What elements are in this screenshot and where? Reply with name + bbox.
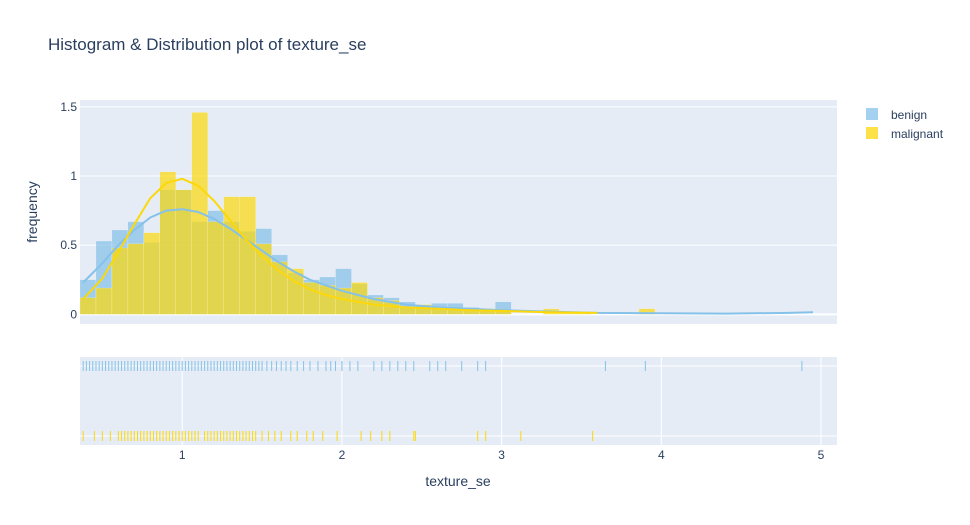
legend-label-malignant[interactable]: malignant	[891, 127, 944, 141]
x-tick-label: 5	[818, 448, 825, 462]
histogram-bar-malignant[interactable]	[143, 232, 161, 315]
histogram-bar-malignant[interactable]	[255, 243, 272, 315]
legend-swatch-malignant[interactable]	[866, 127, 878, 139]
y-axis-ticks: 0 0.5 1 1.5	[60, 100, 77, 321]
rug-marks	[82, 361, 803, 441]
histogram-bar-malignant[interactable]	[319, 285, 336, 315]
chart-title: Histogram & Distribution plot of texture…	[48, 35, 366, 54]
histogram-bar-malignant[interactable]	[638, 308, 656, 315]
legend-swatch-benign[interactable]	[866, 108, 878, 120]
y-tick-label: 0.5	[60, 238, 77, 252]
histogram-bar-malignant[interactable]	[207, 221, 224, 315]
y-axis-title: frequency	[24, 181, 40, 242]
histogram-bar-malignant[interactable]	[159, 171, 176, 315]
x-tick-label: 4	[658, 448, 665, 462]
legend-label-benign[interactable]: benign	[891, 108, 927, 122]
kde-lines	[82, 177, 814, 315]
x-axis-title: texture_se	[425, 473, 491, 489]
histogram-bar-malignant[interactable]	[239, 196, 256, 315]
histogram-bar-malignant[interactable]	[79, 297, 97, 315]
legend: benign malignant	[866, 108, 944, 141]
rug-plot-area	[80, 357, 837, 445]
histogram-bar-malignant[interactable]	[271, 261, 288, 315]
y-tick-label: 0	[70, 307, 77, 321]
y-tick-label: 1	[70, 169, 77, 183]
histogram-bar-malignant[interactable]	[95, 287, 113, 315]
y-tick-label: 1.5	[60, 100, 77, 114]
histogram-bar-malignant[interactable]	[127, 243, 145, 315]
bars-malignant	[79, 112, 656, 315]
x-tick-label: 3	[498, 448, 505, 462]
x-axis-ticks: 1 2 3 4 5	[179, 357, 825, 462]
histogram-bar-malignant[interactable]	[351, 282, 368, 315]
rug-grid	[80, 365, 837, 437]
x-tick-label: 2	[339, 448, 346, 462]
x-tick-label: 1	[179, 448, 186, 462]
kde-line-malignant[interactable]	[82, 177, 598, 314]
